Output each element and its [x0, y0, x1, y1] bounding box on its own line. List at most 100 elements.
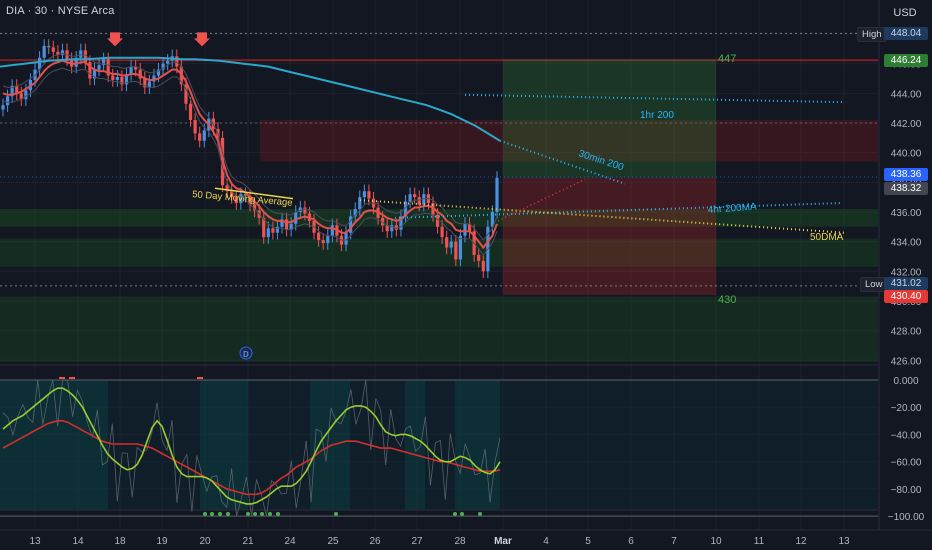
ema-band-upper — [2, 52, 498, 241]
dividend-marker-text: D — [243, 350, 249, 359]
osc-tick-4: −80.00 — [891, 485, 922, 496]
time-tick-0: 13 — [29, 536, 41, 547]
candle-body-41 — [188, 103, 193, 121]
osc-dot-6 — [260, 512, 264, 516]
time-tick-15: 7 — [671, 536, 677, 547]
candle-body-35 — [161, 63, 165, 70]
candle-body-75 — [344, 232, 348, 245]
osc-dot-10 — [453, 512, 457, 516]
candle-body-36 — [166, 60, 170, 64]
time-tick-18: 12 — [795, 536, 807, 547]
candle-body-105 — [481, 260, 485, 272]
sell-arrow-icon-0 — [107, 32, 123, 47]
candle-body-57 — [262, 217, 266, 238]
osc-signal-band-3 — [405, 380, 425, 510]
ema-band-lower — [2, 67, 498, 256]
candle-body-10 — [47, 45, 51, 48]
candle-body-38 — [175, 56, 179, 67]
candle-body-64 — [294, 211, 298, 224]
osc-dot-7 — [268, 512, 272, 516]
candle-body-101 — [463, 223, 467, 236]
candle-body-16 — [74, 57, 78, 67]
candle-body-98 — [449, 241, 453, 248]
candle-body-43 — [198, 133, 202, 141]
zone-top-tag: 446.24 — [884, 54, 928, 67]
currency-button[interactable]: USD — [893, 7, 917, 19]
candle-body-33 — [152, 75, 156, 82]
price-tick-6: 436.00 — [891, 208, 922, 219]
osc-dot-4 — [246, 512, 250, 516]
candle-body-31 — [143, 78, 147, 88]
stop-loss-box — [503, 177, 716, 296]
time-tick-17: 11 — [754, 536, 765, 547]
osc-dot-3 — [226, 512, 230, 516]
ma50-pointer — [214, 187, 294, 200]
time-tick-10: 28 — [454, 536, 466, 547]
time-tick-14: 6 — [628, 536, 634, 547]
candle-body-49 — [225, 185, 229, 192]
osc-dot-12 — [478, 512, 482, 516]
candle-body-77 — [353, 208, 357, 217]
osc-dot-2 — [218, 512, 222, 516]
candle-body-62 — [284, 219, 289, 230]
support-zone-middle — [0, 238, 878, 267]
osc-dot-11 — [460, 512, 464, 516]
candle-body-95 — [435, 214, 440, 227]
time-tick-13: 5 — [585, 536, 591, 547]
candle-body-71 — [326, 235, 330, 244]
candle-body-50 — [230, 191, 234, 198]
candle-body-90 — [413, 194, 417, 198]
candle-body-99 — [454, 241, 458, 260]
candle-body-19 — [88, 62, 92, 79]
sma-200-line — [0, 56, 501, 142]
candle-body-69 — [317, 232, 321, 241]
candle-body-59 — [271, 228, 275, 233]
candle-body-54 — [248, 195, 252, 205]
price-tick-7: 434.00 — [891, 238, 922, 249]
candle-body-65 — [298, 207, 302, 212]
candle-body-29 — [134, 66, 138, 70]
profit-target-box — [503, 59, 716, 178]
candle-body-58 — [266, 228, 270, 238]
time-tick-7: 25 — [327, 536, 339, 547]
candle-body-97 — [445, 237, 449, 248]
candle-body-21 — [97, 65, 101, 70]
candle-body-86 — [394, 225, 398, 230]
osc-dot-0 — [203, 512, 207, 516]
candle-body-28 — [129, 66, 133, 75]
candle-body-94 — [431, 203, 435, 215]
sell-arrow-icon-1 — [194, 32, 210, 47]
candle-body-24 — [111, 75, 115, 80]
candle-body-0 — [1, 105, 5, 110]
candle-body-100 — [458, 235, 463, 260]
low-value-tag: 431.02 — [884, 277, 928, 290]
price-tick-11: 426.00 — [891, 356, 922, 367]
time-tick-19: 13 — [838, 536, 850, 547]
candle-body-1 — [5, 96, 10, 106]
hr4-200-label: 4hr 200MA — [707, 202, 757, 216]
candle-body-34 — [156, 69, 161, 76]
oscillator-panel — [0, 364, 878, 517]
osc-dot-1 — [210, 512, 214, 516]
level-447-label: 447 — [718, 53, 736, 65]
osc-top-mark-0 — [59, 377, 65, 379]
candle-body-88 — [403, 201, 408, 217]
candle-body-63 — [289, 223, 293, 230]
candle-body-72 — [330, 225, 334, 236]
time-tick-12: 4 — [543, 536, 549, 547]
candle-body-60 — [275, 226, 280, 233]
candle-body-32 — [147, 81, 151, 88]
zone-bottom-tag: 430.40 — [884, 290, 928, 303]
resistance-line — [0, 59, 878, 62]
candle-body-13 — [60, 50, 65, 55]
candle-body-108 — [495, 177, 499, 212]
time-tick-5: 21 — [242, 536, 254, 547]
candle-body-12 — [56, 51, 60, 55]
candle-body-107 — [490, 211, 495, 227]
candle-body-23 — [106, 59, 110, 76]
candle-body-27 — [124, 74, 129, 85]
level-430-label: 430 — [718, 294, 736, 306]
osc-main-line — [2, 387, 501, 505]
